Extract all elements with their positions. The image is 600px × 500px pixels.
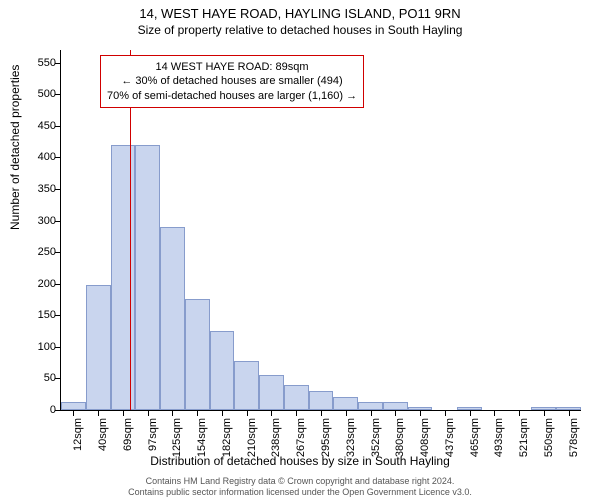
annotation-line: 14 WEST HAYE ROAD: 89sqm (107, 60, 357, 74)
histogram-bar (333, 397, 358, 410)
footer-line1: Contains HM Land Registry data © Crown c… (0, 476, 600, 487)
histogram-bar (358, 402, 383, 410)
x-tick-label: 40sqm (97, 418, 109, 468)
x-tick-label: 69sqm (122, 418, 134, 468)
y-tick-label: 0 (16, 404, 56, 416)
x-tick-label: 465sqm (469, 418, 481, 468)
x-tick (346, 410, 347, 416)
histogram-bar (185, 299, 210, 410)
annotation-line: ← 30% of detached houses are smaller (49… (107, 74, 357, 88)
x-tick (395, 410, 396, 416)
histogram-bar (234, 361, 259, 410)
histogram-bar (111, 145, 136, 410)
x-tick (172, 410, 173, 416)
x-tick-label: 238sqm (270, 418, 282, 468)
x-tick (222, 410, 223, 416)
x-tick-label: 154sqm (196, 418, 208, 468)
x-tick-label: 125sqm (171, 418, 183, 468)
x-tick (470, 410, 471, 416)
x-tick-label: 12sqm (72, 418, 84, 468)
y-tick-label: 200 (16, 278, 56, 290)
x-tick (197, 410, 198, 416)
x-tick (123, 410, 124, 416)
y-tick-label: 350 (16, 183, 56, 195)
histogram-bar (86, 285, 111, 410)
histogram-bar (61, 402, 86, 410)
y-tick-label: 250 (16, 246, 56, 258)
chart-container: 14, WEST HAYE ROAD, HAYLING ISLAND, PO11… (0, 0, 600, 500)
x-tick-label: 521sqm (518, 418, 530, 468)
x-tick (271, 410, 272, 416)
x-tick (296, 410, 297, 416)
x-tick-label: 323sqm (345, 418, 357, 468)
x-tick-label: 97sqm (147, 418, 159, 468)
x-tick (73, 410, 74, 416)
histogram-bar (135, 145, 160, 410)
x-tick (247, 410, 248, 416)
footer-line2: Contains public sector information licen… (0, 487, 600, 498)
annotation-box: 14 WEST HAYE ROAD: 89sqm← 30% of detache… (100, 55, 364, 108)
x-tick-label: 210sqm (246, 418, 258, 468)
x-tick-label: 267sqm (295, 418, 307, 468)
y-tick-label: 500 (16, 88, 56, 100)
y-tick-label: 150 (16, 309, 56, 321)
footer-text: Contains HM Land Registry data © Crown c… (0, 476, 600, 498)
x-tick-label: 437sqm (444, 418, 456, 468)
x-tick (371, 410, 372, 416)
chart-subtitle: Size of property relative to detached ho… (0, 21, 600, 37)
x-tick (148, 410, 149, 416)
histogram-bar (259, 375, 284, 410)
histogram-bar (160, 227, 185, 410)
y-tick-label: 400 (16, 151, 56, 163)
y-tick-label: 300 (16, 215, 56, 227)
histogram-bar (383, 402, 408, 410)
chart-title: 14, WEST HAYE ROAD, HAYLING ISLAND, PO11… (0, 0, 600, 21)
x-tick-label: 352sqm (370, 418, 382, 468)
x-tick (321, 410, 322, 416)
x-tick-label: 380sqm (394, 418, 406, 468)
histogram-bar (210, 331, 235, 410)
x-tick-label: 550sqm (543, 418, 555, 468)
x-tick-label: 295sqm (320, 418, 332, 468)
histogram-bar (284, 385, 309, 410)
x-tick-label: 408sqm (419, 418, 431, 468)
y-tick-label: 100 (16, 341, 56, 353)
x-tick-label: 578sqm (568, 418, 580, 468)
y-tick-label: 450 (16, 120, 56, 132)
x-tick-label: 182sqm (221, 418, 233, 468)
y-tick-label: 50 (16, 372, 56, 384)
x-tick (494, 410, 495, 416)
x-tick (519, 410, 520, 416)
x-tick (544, 410, 545, 416)
x-tick (445, 410, 446, 416)
x-tick-label: 493sqm (493, 418, 505, 468)
y-tick-label: 550 (16, 57, 56, 69)
annotation-line: 70% of semi-detached houses are larger (… (107, 89, 357, 103)
histogram-bar (309, 391, 334, 410)
x-tick (420, 410, 421, 416)
x-tick (98, 410, 99, 416)
x-tick (569, 410, 570, 416)
